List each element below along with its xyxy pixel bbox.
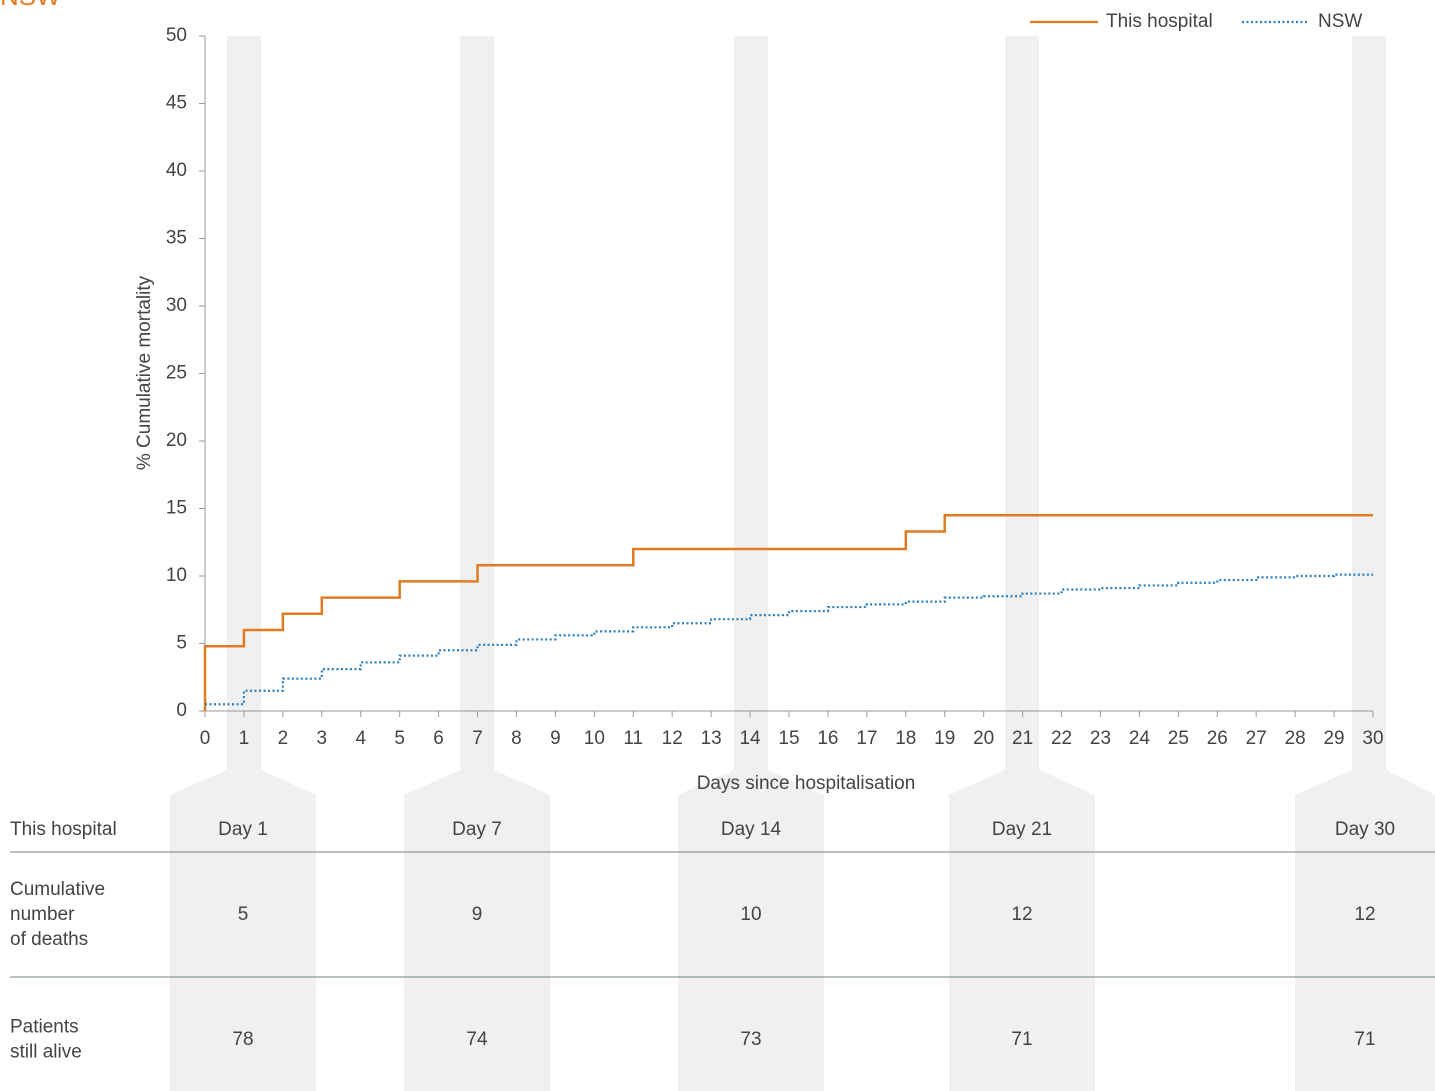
x-tick-label: 27 [1246,728,1267,749]
highlight-band [678,36,824,1091]
table-column-header: Day 14 [721,819,782,840]
x-tick-label: 23 [1090,728,1111,749]
x-tick-label: 25 [1168,728,1189,749]
x-tick-label: 18 [895,728,916,749]
y-axis-title: % Cumulative mortality [134,275,155,470]
x-tick-label: 4 [355,728,366,749]
row-label: still alive [10,1042,82,1063]
table-header-label: This hospital [10,819,117,840]
x-tick-label: 10 [584,728,605,749]
table-column-header: Day 1 [218,819,268,840]
y-tick-label: 15 [166,498,187,519]
table-column-header: Day 21 [992,819,1052,840]
x-tick-label: 24 [1129,728,1151,749]
row-label: of deaths [10,929,88,950]
table-cell: 71 [1354,1029,1375,1050]
table-cell: 78 [232,1029,253,1050]
table-cell: 74 [466,1029,488,1050]
y-tick-label: 30 [166,295,187,316]
x-tick-label: 19 [934,728,955,749]
x-tick-label: 21 [1012,728,1033,749]
x-tick-label: 11 [623,728,643,749]
x-tick-label: 13 [701,728,722,749]
table-cell: 71 [1011,1029,1032,1050]
y-tick-label: 50 [166,25,187,46]
table-cell: 12 [1011,904,1032,925]
table-cell: 10 [740,904,761,925]
table-cell: 73 [740,1029,761,1050]
x-tick-label: 14 [739,728,761,749]
x-tick-label: 30 [1362,728,1383,749]
x-tick-label: 22 [1051,728,1072,749]
x-tick-label: 20 [973,728,994,749]
x-tick-label: 7 [472,728,483,749]
highlight-band [1295,36,1435,1091]
highlight-band [170,36,316,1091]
y-tick-label: 35 [166,228,187,249]
legend-label: NSW [1318,11,1362,32]
row-label: number [10,904,75,925]
y-tick-label: 10 [166,565,187,586]
series-line [203,514,1373,711]
x-tick-label: 12 [662,728,683,749]
highlight-band [949,36,1095,1091]
x-tick-label: 8 [511,728,522,749]
table-column-header: Day 7 [452,819,502,840]
x-tick-label: 1 [239,728,250,749]
table-cell: 5 [238,904,249,925]
x-axis-title: Days since hospitalisation [697,773,916,794]
x-tick-label: 5 [394,728,405,749]
series-line [205,573,1373,706]
y-tick-label: 45 [166,93,187,114]
highlight-band [404,36,550,1091]
x-tick-label: 26 [1207,728,1228,749]
row-label: Cumulative [10,879,105,900]
x-tick-label: 28 [1285,728,1306,749]
x-tick-label: 15 [778,728,799,749]
y-tick-label: 25 [166,363,187,384]
table-cell: 9 [472,904,483,925]
x-tick-label: 0 [200,728,211,749]
x-tick-label: 16 [817,728,838,749]
y-tick-label: 40 [166,160,187,181]
chart-title: NSW [0,0,61,11]
row-label: Patients [10,1017,79,1038]
y-tick-label: 0 [176,700,187,721]
table-column-header: Day 30 [1335,819,1395,840]
highlight-bands [170,36,1435,1091]
x-tick-label: 17 [856,728,877,749]
x-tick-label: 9 [550,728,561,749]
y-tick-label: 20 [166,430,187,451]
x-tick-label: 3 [317,728,328,749]
y-tick-label: 5 [176,633,187,654]
x-tick-label: 6 [433,728,444,749]
legend-label: This hospital [1106,11,1213,32]
table-cell: 12 [1354,904,1375,925]
x-tick-label: 29 [1323,728,1344,749]
x-tick-label: 2 [278,728,289,749]
